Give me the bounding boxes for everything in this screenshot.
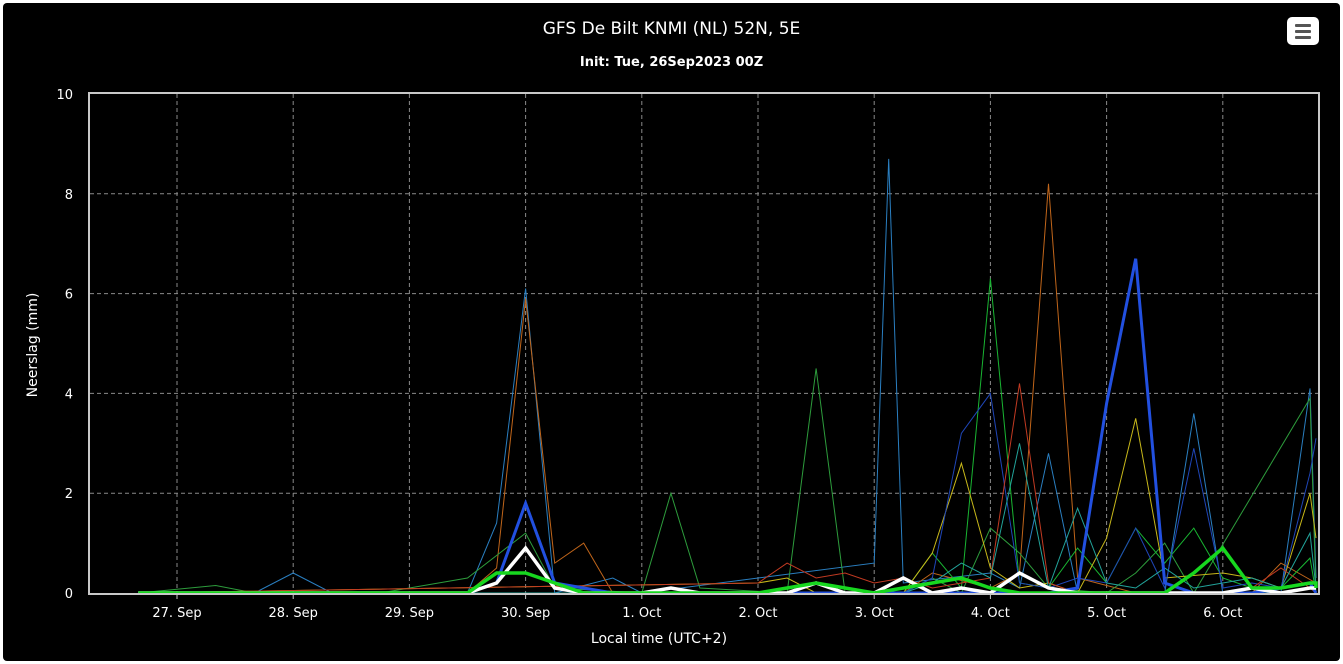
chart-container: GFS De Bilt KNMI (NL) 52N, 5E Init: Tue,… xyxy=(3,3,1340,661)
series-line-3 xyxy=(138,368,1317,594)
y-axis-title: Neerslag (mm) xyxy=(25,293,41,398)
plot-area: 0 2 4 6 8 10 27. Sep 28. Sep 29. Sep 30. Sep 1. Oc… xyxy=(25,88,1320,647)
x-tick-label: 1. Oct xyxy=(622,606,661,621)
series-line-7 xyxy=(138,383,1317,594)
y-tick-label: 8 xyxy=(65,188,73,203)
tick-labels: 0 2 4 6 8 10 27. Sep 28. Sep 29. Sep 30. Sep 1. Oc… xyxy=(56,88,1242,621)
chart-subtitle: Init: Tue, 26Sep2023 00Z xyxy=(579,55,764,70)
series-group xyxy=(138,158,1318,595)
x-tick-label: 3. Oct xyxy=(855,606,894,621)
x-tick-label: 4. Oct xyxy=(971,606,1010,621)
y-tick-label: 0 xyxy=(65,587,73,602)
series-line-10 xyxy=(138,545,1316,595)
hamburger-icon xyxy=(1295,24,1311,27)
y-tick-label: 6 xyxy=(65,288,73,303)
series-line-9 xyxy=(138,258,1318,595)
x-tick-label: 28. Sep xyxy=(269,606,318,621)
series-line-1 xyxy=(138,158,1317,594)
x-axis-title: Local time (UTC+2) xyxy=(591,631,727,647)
x-tick-label: 2. Oct xyxy=(738,606,777,621)
chart-menu-button[interactable] xyxy=(1287,17,1319,45)
x-tick-label: 30. Sep xyxy=(501,606,550,621)
series-line-11 xyxy=(138,545,1318,595)
y-tick-label: 4 xyxy=(65,387,73,402)
series-line-5 xyxy=(138,418,1317,594)
chart-title: GFS De Bilt KNMI (NL) 52N, 5E xyxy=(542,19,801,39)
y-tick-label: 2 xyxy=(65,487,73,502)
x-tick-label: 27. Sep xyxy=(152,606,201,621)
x-tick-label: 5. Oct xyxy=(1087,606,1126,621)
series-line-2 xyxy=(138,183,1317,594)
x-tick-label: 6. Oct xyxy=(1203,606,1242,621)
grid xyxy=(90,94,1318,593)
plot-border xyxy=(88,92,1320,595)
x-tick-label: 29. Sep xyxy=(385,606,434,621)
y-tick-label: 10 xyxy=(56,88,73,103)
series-line-8 xyxy=(138,443,1317,594)
